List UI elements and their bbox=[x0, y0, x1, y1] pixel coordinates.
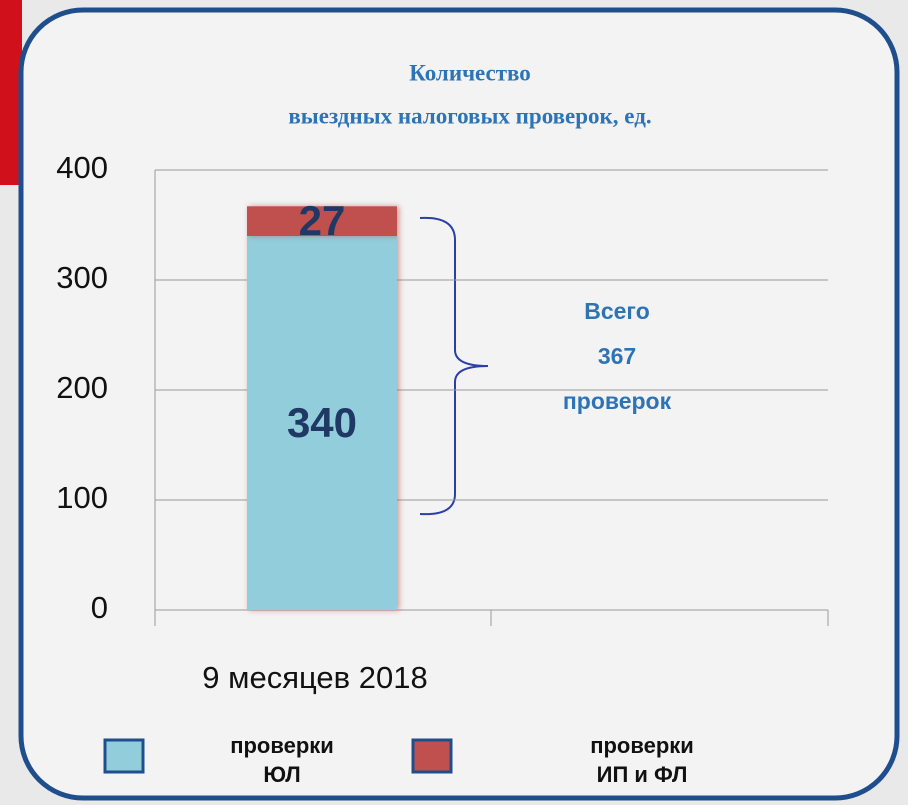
x-tick-label: 9 месяцев 2018 bbox=[202, 660, 427, 695]
annotation: проверок bbox=[563, 388, 672, 414]
annotation: 367 bbox=[598, 343, 636, 369]
side-accent bbox=[0, 0, 22, 185]
annotation: Всего bbox=[584, 298, 650, 324]
legend-swatch bbox=[411, 738, 453, 774]
y-tick-label: 300 bbox=[56, 260, 108, 295]
panel bbox=[18, 7, 900, 801]
bar-segment bbox=[247, 236, 397, 610]
data-label: 340 bbox=[287, 399, 357, 446]
y-tick-label: 100 bbox=[56, 480, 108, 515]
legend-swatch bbox=[103, 738, 145, 774]
chart-title: выездных налоговых проверок, ед. bbox=[288, 103, 651, 128]
y-tick-label: 400 bbox=[56, 150, 108, 185]
data-label: 27 bbox=[299, 197, 346, 244]
chart-title: Количество bbox=[409, 60, 531, 85]
y-tick-label: 200 bbox=[56, 370, 108, 405]
bar-segment bbox=[247, 206, 397, 236]
legend-label: проверки ИП и ФЛ bbox=[590, 733, 694, 787]
legend-label: проверки ЮЛ bbox=[230, 733, 334, 787]
y-tick-label: 0 bbox=[91, 590, 108, 625]
brace bbox=[419, 216, 489, 516]
